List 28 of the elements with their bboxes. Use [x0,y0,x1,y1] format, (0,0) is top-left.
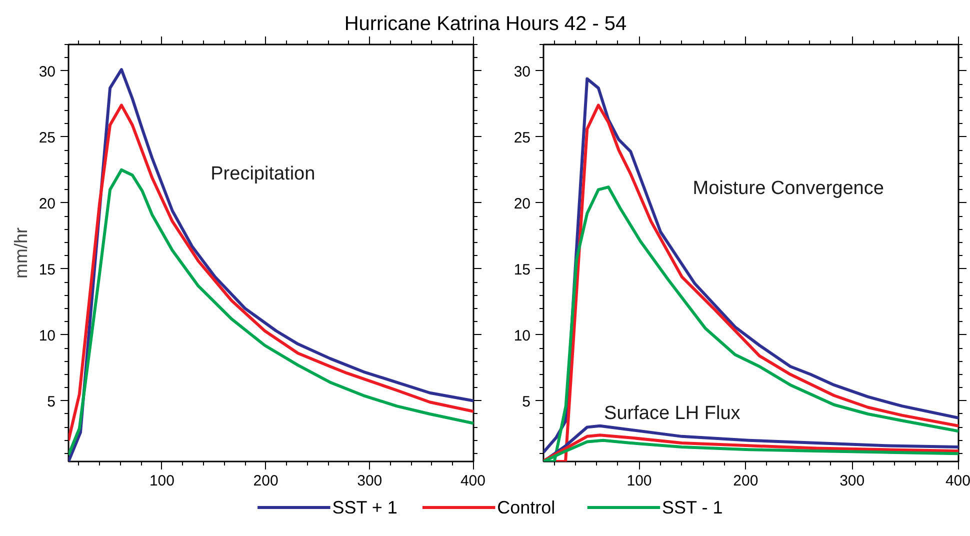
x-tick-label: 300 [840,472,865,490]
legend-label: SST - 1 [662,498,723,518]
y-tick-label: 20 [38,195,56,212]
x-tick-label: 400 [460,472,486,490]
x-tick-label: 300 [357,472,382,490]
y-tick-label: 5 [47,393,56,410]
y-tick-label: 10 [38,327,56,344]
legend-label: SST + 1 [332,498,398,518]
annotation: Moisture Convergence [692,178,884,199]
legend-label: Control [497,498,556,518]
y-tick-label: 25 [38,129,56,146]
annotation: Precipitation [210,163,316,184]
y-tick-label: 10 [514,327,531,344]
x-tick-label: 400 [945,472,970,490]
y-tick-label: 20 [514,195,531,212]
annotation: Surface LH Flux [604,403,741,424]
x-tick-label: 100 [149,472,174,490]
y-tick-label: 30 [514,63,531,80]
x-tick-label: 100 [626,472,652,490]
y-tick-label: 25 [514,129,531,146]
y-tick-label: 5 [522,393,530,410]
y-tick-label: 15 [514,261,531,278]
y-axis-title: mm/hr [10,227,31,278]
y-tick-label: 15 [38,261,56,278]
x-tick-label: 200 [733,472,758,490]
y-tick-label: 30 [38,63,56,80]
x-tick-label: 200 [253,472,278,490]
chart-title: Hurricane Katrina Hours 42 - 54 [344,12,627,35]
